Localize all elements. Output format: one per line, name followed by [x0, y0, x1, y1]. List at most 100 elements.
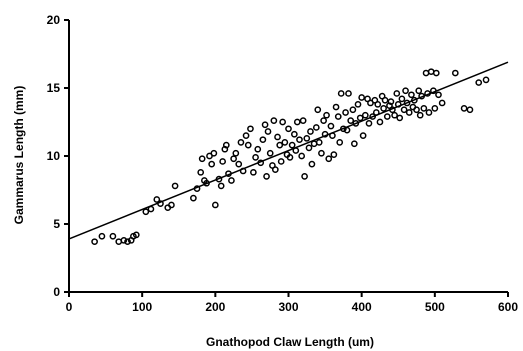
data-point [153, 196, 161, 203]
data-point [432, 69, 440, 77]
data-point [259, 136, 267, 144]
data-point [332, 103, 340, 111]
data-point [398, 95, 406, 103]
data-point [396, 114, 404, 122]
data-point [330, 151, 338, 158]
data-point [171, 182, 179, 190]
x-tick-label: 0 [66, 300, 73, 314]
data-point [264, 128, 272, 135]
data-point [293, 118, 301, 126]
data-point [416, 111, 424, 119]
data-point [466, 106, 474, 114]
data-point [230, 155, 237, 163]
data-point [198, 155, 206, 163]
data-point [320, 117, 327, 124]
data-point [232, 149, 240, 157]
data-point [415, 87, 423, 95]
data-point [482, 76, 490, 84]
data-point [142, 208, 150, 216]
data-point [250, 168, 257, 176]
data-point [276, 141, 284, 149]
data-point [342, 109, 349, 116]
x-ticks: 0 100 200 300 400 500 600 [66, 292, 518, 314]
y-axis-label: Gammarus Length (mm) [12, 86, 26, 225]
data-point [336, 139, 344, 146]
data-point [271, 166, 279, 173]
data-point [296, 136, 303, 144]
data-point [91, 238, 98, 246]
data-point [222, 141, 230, 149]
data-point [286, 154, 294, 161]
data-point [247, 125, 254, 133]
data-point [337, 90, 345, 97]
data-point [244, 141, 252, 149]
x-tick-label: 200 [205, 300, 225, 314]
data-point [369, 113, 376, 120]
data-point [352, 120, 360, 127]
data-point [402, 87, 409, 95]
data-point [420, 105, 428, 112]
data-point [299, 117, 307, 124]
data-point [451, 69, 459, 77]
data-point [438, 99, 446, 107]
data-point [323, 111, 330, 119]
y-ticks: 0 5 10 15 20 [47, 13, 69, 299]
y-tick-label: 5 [53, 217, 60, 231]
data-point [393, 90, 401, 97]
data-point [405, 109, 413, 116]
data-point [211, 201, 219, 209]
data-point [217, 182, 225, 190]
data-point [351, 140, 358, 148]
plot-area: 0 100 200 300 400 500 600 0 5 10 15 20 [47, 13, 519, 314]
data-point [291, 130, 298, 138]
data-point [281, 139, 289, 146]
data-point [374, 100, 382, 108]
data-point [208, 160, 216, 168]
data-point [190, 194, 197, 202]
data-point [312, 124, 320, 131]
regression-line [68, 61, 509, 240]
data-point [132, 231, 140, 239]
x-tick-label: 300 [278, 300, 298, 314]
data-point [263, 173, 270, 180]
data-point [358, 94, 366, 101]
data-point [307, 128, 314, 135]
x-axis-label: Gnathopod Claw Length (um) [206, 335, 374, 349]
data-point [460, 105, 468, 112]
data-point [349, 106, 357, 114]
data-point [403, 99, 411, 107]
data-point [356, 114, 364, 122]
data-point [354, 100, 362, 108]
data-point [270, 117, 278, 124]
data-point [98, 232, 106, 240]
data-point [285, 125, 292, 133]
data-point [168, 201, 175, 209]
data-point [475, 79, 483, 86]
data-point [120, 236, 128, 244]
data-point [413, 106, 420, 114]
data-point [361, 111, 369, 119]
data-point [252, 154, 259, 161]
data-point [219, 158, 226, 165]
data-point [327, 122, 335, 130]
data-point [315, 139, 323, 146]
data-point [435, 91, 442, 99]
data-point [431, 105, 439, 112]
data-point [303, 134, 311, 142]
data-point [124, 238, 131, 246]
data-point [380, 105, 387, 112]
data-points [91, 68, 490, 246]
data-point [376, 118, 384, 126]
data-point [381, 96, 389, 104]
data-point [334, 113, 342, 120]
y-tick-label: 15 [47, 81, 61, 95]
y-tick-label: 20 [47, 13, 61, 27]
data-point [387, 98, 395, 105]
data-point [254, 145, 262, 153]
data-point [347, 117, 355, 124]
data-point [400, 106, 408, 114]
data-point [274, 133, 281, 141]
data-point [266, 149, 274, 157]
data-point [318, 149, 325, 157]
